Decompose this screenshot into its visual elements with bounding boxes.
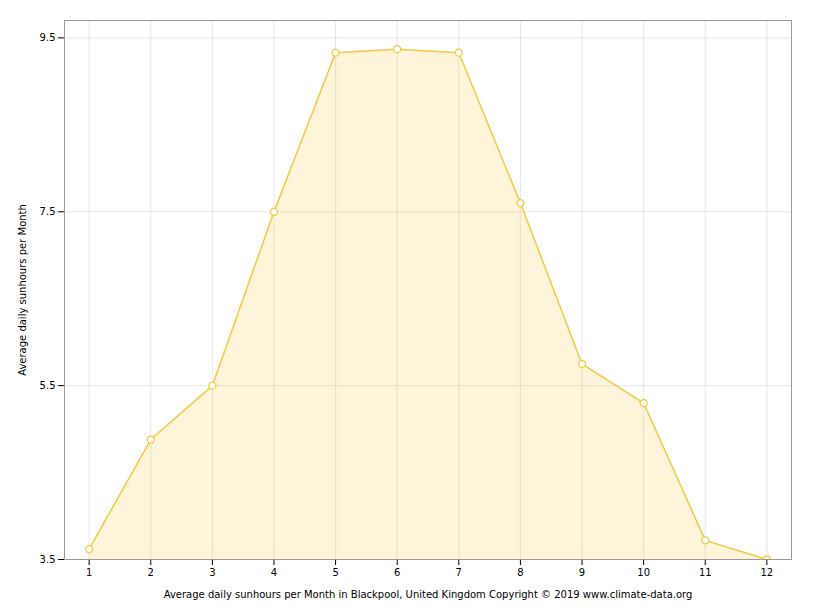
svg-text:7.5: 7.5	[40, 206, 56, 217]
svg-text:Average daily sunhours per Mon: Average daily sunhours per Month in Blac…	[164, 589, 693, 600]
svg-text:2: 2	[148, 567, 154, 578]
svg-text:4: 4	[271, 567, 277, 578]
svg-text:5.5: 5.5	[40, 380, 56, 391]
svg-text:10: 10	[637, 567, 650, 578]
svg-text:3.5: 3.5	[40, 554, 56, 565]
svg-text:5: 5	[332, 567, 338, 578]
svg-text:9: 9	[579, 567, 585, 578]
svg-text:7: 7	[456, 567, 462, 578]
svg-text:1: 1	[86, 567, 92, 578]
svg-text:8: 8	[517, 567, 523, 578]
svg-text:9.5: 9.5	[40, 32, 56, 43]
svg-text:12: 12	[760, 567, 773, 578]
svg-text:11: 11	[699, 567, 712, 578]
svg-text:3: 3	[209, 567, 215, 578]
svg-text:6: 6	[394, 567, 400, 578]
svg-text:Average daily sunhours per Mon: Average daily sunhours per Month	[17, 204, 28, 376]
